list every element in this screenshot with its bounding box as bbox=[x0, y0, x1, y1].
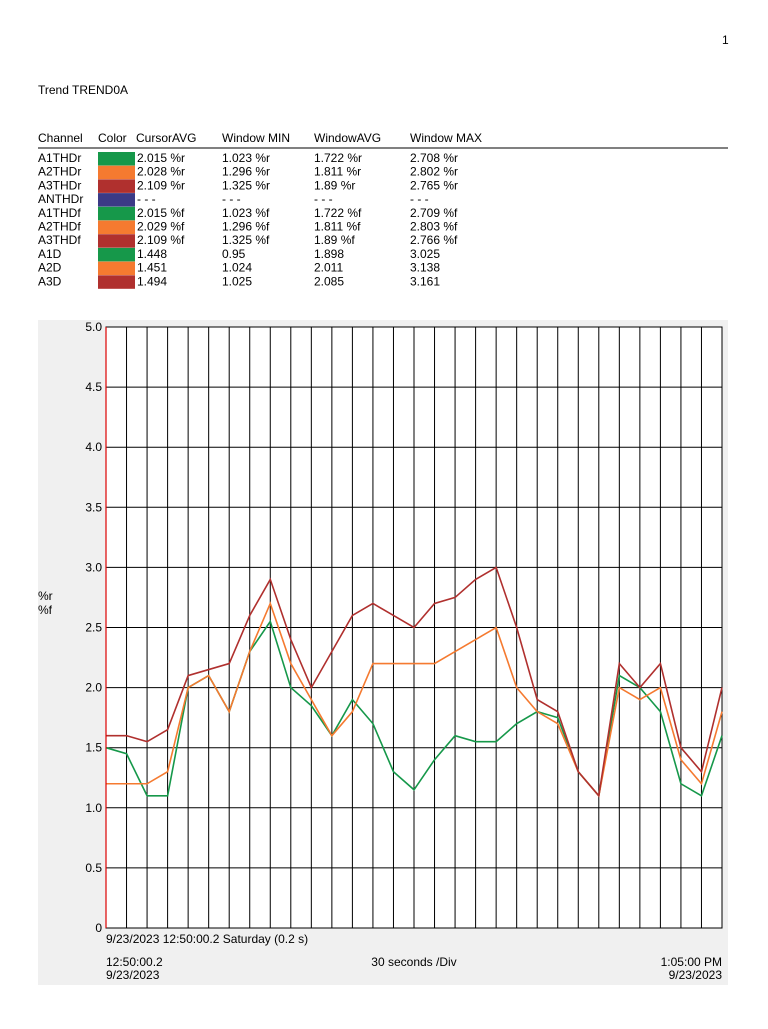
table-cell: 2.766 %f bbox=[410, 233, 458, 247]
page-number: 1 bbox=[722, 33, 729, 47]
table-cell: 3.161 bbox=[410, 274, 440, 288]
table-cell: 2.803 %f bbox=[410, 220, 458, 234]
table-cell: 2.015 %f bbox=[137, 206, 185, 220]
y-tick-label: 4.0 bbox=[85, 440, 102, 454]
table-header: Window MIN bbox=[222, 131, 290, 145]
lines bbox=[105, 566, 723, 798]
channel-name: A3THDf bbox=[38, 233, 81, 247]
table-cell: 0.95 bbox=[222, 247, 246, 261]
x-start-label: 12:50:00.2 bbox=[106, 955, 163, 969]
table-cell: 1.89 %f bbox=[314, 233, 355, 247]
table-cell: 2.765 %r bbox=[410, 178, 458, 192]
color-swatch bbox=[98, 193, 135, 207]
cursor-label: 9/23/2023 12:50:00.2 Saturday (0.2 s) bbox=[106, 932, 308, 946]
table-cell: 1.023 %r bbox=[222, 151, 270, 165]
table-cell: 1.025 bbox=[222, 274, 252, 288]
series-line bbox=[106, 601, 723, 798]
table-cell: 2.109 %r bbox=[137, 178, 185, 192]
y-tick-label: 5.0 bbox=[85, 320, 102, 334]
table-header: Window MAX bbox=[410, 131, 482, 145]
color-swatch bbox=[98, 206, 135, 221]
color-swatch bbox=[98, 165, 135, 180]
x-start-label: 9/23/2023 bbox=[106, 968, 160, 982]
table-cell: 2.109 %f bbox=[137, 233, 185, 247]
table-cell: 2.015 %r bbox=[137, 151, 185, 165]
table-cell: 1.811 %f bbox=[314, 220, 361, 234]
table-cell: - - - bbox=[410, 192, 429, 206]
channel-name: ANTHDr bbox=[38, 192, 83, 206]
y-tick-label: 0.5 bbox=[85, 861, 102, 875]
table-cell: 2.028 %r bbox=[137, 165, 185, 179]
table-cell: 1.898 bbox=[314, 247, 344, 261]
x-end-label: 1:05:00 PM bbox=[661, 955, 722, 969]
table-cell: - - - bbox=[137, 192, 156, 206]
table-header: Channel bbox=[38, 131, 83, 145]
report-title: Trend TREND0A bbox=[38, 83, 128, 97]
color-swatch bbox=[98, 247, 135, 262]
channel-name: A3THDr bbox=[38, 178, 81, 192]
x-div-label: 30 seconds /Div bbox=[371, 955, 456, 969]
table-cell: 2.011 bbox=[314, 261, 343, 275]
channel-name: A1THDf bbox=[38, 206, 81, 220]
table-cell: 2.085 bbox=[314, 274, 344, 288]
color-swatch bbox=[98, 152, 135, 166]
table-cell: 1.494 bbox=[137, 274, 167, 288]
y-label: %r bbox=[38, 589, 53, 603]
table-cell: 2.708 %r bbox=[410, 151, 458, 165]
table-cell: 1.024 bbox=[222, 261, 252, 275]
x-end-label: 9/23/2023 bbox=[669, 968, 723, 982]
table-header: Color bbox=[98, 131, 127, 145]
table-cell: 1.325 %r bbox=[222, 178, 270, 192]
table-cell: 1.448 bbox=[137, 247, 167, 261]
table-cell: 1.722 %r bbox=[314, 151, 362, 165]
color-swatch bbox=[98, 179, 135, 193]
table-cell: 1.722 %f bbox=[314, 206, 362, 220]
table-cell: - - - bbox=[222, 192, 241, 206]
y-tick-label: 2.0 bbox=[85, 681, 102, 695]
channel-name: A2THDr bbox=[38, 165, 81, 179]
y-tick-label: 2.5 bbox=[85, 621, 102, 635]
channel-name: A2D bbox=[38, 261, 62, 275]
channel-name: A1THDr bbox=[38, 151, 81, 165]
color-swatch bbox=[98, 261, 135, 276]
y-tick-label: 1.5 bbox=[85, 741, 102, 755]
y-tick-label: 3.5 bbox=[85, 500, 102, 514]
y-tick-label: 3.0 bbox=[85, 560, 102, 574]
table-cell: 2.802 %r bbox=[410, 165, 458, 179]
table-cell: - - - bbox=[314, 192, 333, 206]
table-cell: 1.325 %f bbox=[222, 233, 270, 247]
channel-name: A3D bbox=[38, 274, 62, 288]
y-label: %f bbox=[38, 603, 53, 617]
table-cell: 1.296 %r bbox=[222, 165, 270, 179]
table-cell: 3.138 bbox=[410, 261, 440, 275]
table-header: WindowAVG bbox=[314, 131, 381, 145]
y-tick-label: 0 bbox=[95, 921, 102, 935]
color-swatch bbox=[98, 220, 135, 234]
table: Channel Color CursorAVG Window MIN WindowAVG… bbox=[38, 131, 482, 289]
table-cell: 1.89 %r bbox=[314, 178, 355, 192]
table-cell: 1.296 %f bbox=[222, 220, 270, 234]
y-tick-label: 1.0 bbox=[85, 801, 102, 815]
table-cell: 2.029 %f bbox=[137, 220, 185, 234]
table-cell: 1.811 %r bbox=[314, 165, 361, 179]
channel-name: A2THDf bbox=[38, 220, 81, 234]
table-cell: 1.451 bbox=[137, 261, 167, 275]
series-line bbox=[106, 566, 723, 798]
table-cell: 2.709 %f bbox=[410, 206, 458, 220]
color-swatch bbox=[98, 234, 135, 248]
channel-name: A1D bbox=[38, 247, 62, 261]
color-swatch bbox=[98, 275, 135, 289]
table-cell: 1.023 %f bbox=[222, 206, 270, 220]
y-tick-label: 4.5 bbox=[85, 380, 102, 394]
table-cell: 3.025 bbox=[410, 247, 440, 261]
table-header: CursorAVG bbox=[136, 131, 196, 145]
